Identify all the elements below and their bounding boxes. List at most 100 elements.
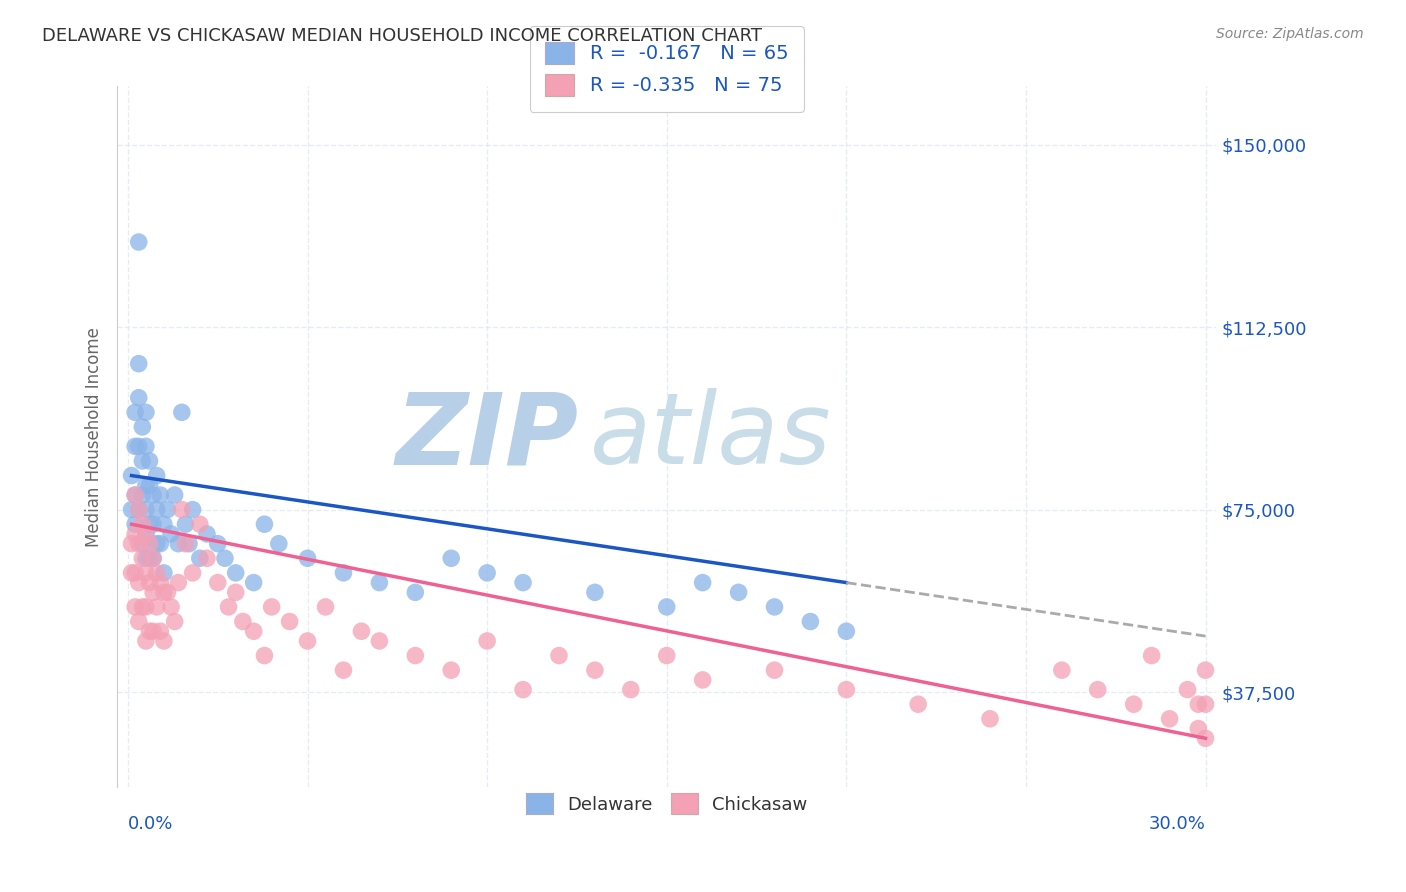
Point (297, 634, 319, 648)
Point (124, 405, 146, 419)
Point (195, 527, 218, 541)
Point (121, 468, 143, 483)
Point (583, 663, 606, 677)
Point (1194, 731, 1216, 746)
Point (135, 551, 157, 566)
Point (121, 537, 143, 551)
Point (135, 502, 157, 516)
Point (404, 648, 426, 663)
Point (128, 575, 150, 590)
Point (174, 537, 197, 551)
Point (979, 712, 1001, 726)
Point (167, 575, 190, 590)
Point (135, 478, 157, 492)
Point (138, 624, 160, 639)
Point (583, 585, 606, 599)
Point (135, 439, 157, 453)
Point (188, 551, 211, 566)
Point (149, 575, 172, 590)
Text: DELAWARE VS CHICKASAW MEDIAN HOUSEHOLD INCOME CORRELATION CHART: DELAWARE VS CHICKASAW MEDIAN HOUSEHOLD I… (42, 27, 762, 45)
Point (440, 663, 463, 677)
Point (368, 634, 391, 648)
Point (128, 615, 150, 629)
Point (138, 478, 160, 492)
Point (799, 615, 821, 629)
Point (440, 551, 463, 566)
Point (253, 517, 276, 532)
Point (548, 648, 571, 663)
Text: Source: ZipAtlas.com: Source: ZipAtlas.com (1216, 27, 1364, 41)
Point (131, 420, 153, 434)
Point (128, 235, 150, 249)
Point (404, 585, 426, 599)
Point (124, 439, 146, 453)
Point (145, 566, 167, 580)
Point (253, 648, 276, 663)
Point (207, 575, 229, 590)
Point (260, 599, 283, 614)
Point (142, 585, 165, 599)
Point (142, 517, 165, 532)
Point (131, 517, 153, 532)
Point (124, 599, 146, 614)
Point (128, 502, 150, 516)
Point (135, 405, 157, 419)
Point (242, 624, 264, 639)
Point (145, 468, 167, 483)
Text: atlas: atlas (589, 388, 831, 485)
Point (145, 599, 167, 614)
Point (181, 566, 204, 580)
Point (232, 615, 254, 629)
Point (131, 537, 153, 551)
Point (225, 566, 247, 580)
Point (1122, 697, 1144, 711)
Point (142, 624, 165, 639)
Point (156, 585, 179, 599)
Point (1187, 722, 1209, 736)
Y-axis label: Median Household Income: Median Household Income (86, 326, 103, 547)
Point (763, 599, 786, 614)
Point (835, 682, 858, 697)
Point (242, 575, 264, 590)
Point (138, 551, 160, 566)
Point (1140, 648, 1163, 663)
Text: 30.0%: 30.0% (1149, 815, 1205, 833)
Point (128, 391, 150, 405)
Point (332, 566, 354, 580)
Point (153, 585, 176, 599)
Point (145, 537, 167, 551)
Point (1187, 697, 1209, 711)
Point (1050, 663, 1073, 677)
Point (368, 575, 391, 590)
Point (267, 537, 290, 551)
Point (156, 502, 179, 516)
Point (138, 454, 160, 468)
Point (181, 502, 204, 516)
Point (1087, 682, 1109, 697)
Point (138, 575, 160, 590)
Point (475, 634, 498, 648)
Point (692, 673, 714, 687)
Point (138, 537, 160, 551)
Point (153, 634, 176, 648)
Point (763, 663, 786, 677)
Point (297, 551, 319, 566)
Point (907, 697, 929, 711)
Text: 0.0%: 0.0% (128, 815, 173, 833)
Point (135, 634, 157, 648)
Point (124, 527, 146, 541)
Point (131, 599, 153, 614)
Point (218, 599, 240, 614)
Point (131, 488, 153, 502)
Point (655, 648, 678, 663)
Point (512, 575, 534, 590)
Point (160, 527, 183, 541)
Text: ZIP: ZIP (396, 388, 579, 485)
Point (620, 682, 643, 697)
Point (167, 537, 190, 551)
Point (512, 682, 534, 697)
Point (142, 488, 165, 502)
Point (835, 624, 858, 639)
Point (128, 357, 150, 371)
Point (153, 566, 176, 580)
